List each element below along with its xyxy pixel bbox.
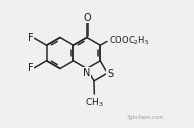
- Text: O: O: [83, 13, 91, 23]
- Text: 3gkchem.com: 3gkchem.com: [126, 115, 164, 120]
- Text: S: S: [107, 69, 113, 79]
- Text: CH$_3$: CH$_3$: [85, 96, 104, 109]
- Text: F: F: [28, 63, 34, 73]
- Text: N: N: [83, 67, 91, 77]
- Text: COOC$_2$H$_5$: COOC$_2$H$_5$: [109, 34, 150, 47]
- Text: F: F: [28, 33, 34, 43]
